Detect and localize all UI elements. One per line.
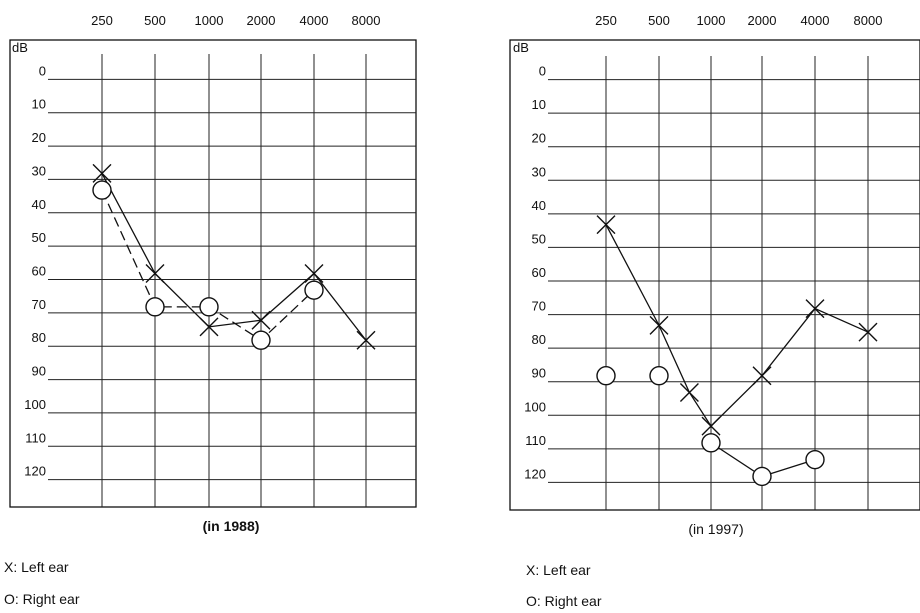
left-ear-marker bbox=[752, 366, 772, 386]
x-tick-label: 250 bbox=[91, 13, 113, 28]
y-tick-label: 120 bbox=[24, 464, 46, 479]
x-tick-label: 8000 bbox=[352, 13, 381, 28]
right-ear-marker bbox=[251, 330, 271, 350]
x-tick-label: 250 bbox=[595, 13, 617, 28]
right-ear-marker bbox=[805, 449, 825, 470]
x-tick-label: 500 bbox=[648, 13, 670, 28]
y-tick-label: 100 bbox=[24, 397, 46, 412]
right-ear-marker bbox=[199, 297, 219, 317]
y-unit-label: dB bbox=[513, 40, 529, 55]
legend-right-ear: O: Right ear bbox=[526, 593, 602, 609]
y-tick-label: 20 bbox=[532, 131, 546, 146]
x-tick-label: 1000 bbox=[195, 13, 224, 28]
y-tick-label: 110 bbox=[25, 430, 46, 445]
right-ear-marker bbox=[304, 280, 324, 300]
left-ear-marker bbox=[251, 310, 271, 330]
left-ear-marker bbox=[649, 315, 669, 335]
left-ear-line bbox=[101, 173, 367, 341]
left-ear-marker bbox=[805, 299, 825, 319]
y-tick-label: 40 bbox=[532, 198, 546, 213]
right-ear-marker bbox=[649, 366, 669, 386]
left-ear-marker bbox=[858, 322, 878, 342]
left-ear-marker bbox=[701, 416, 721, 436]
y-tick-label: 90 bbox=[32, 364, 46, 379]
x-tick-label: 8000 bbox=[854, 13, 883, 28]
y-tick-label: 110 bbox=[525, 433, 546, 448]
left-ear-line bbox=[605, 224, 869, 428]
y-tick-label: 10 bbox=[532, 97, 546, 112]
y-tick-label: 20 bbox=[32, 130, 46, 145]
y-tick-label: 10 bbox=[32, 97, 46, 112]
chart-caption: (in 1988) bbox=[203, 518, 260, 534]
legend-right-ear: O: Right ear bbox=[4, 591, 80, 607]
audiogram-panel-1: dB 0 10 20 30 40 50 60 70 80 90 100 110 120 250 500 1000… bbox=[4, 13, 417, 607]
y-tick-label: 0 bbox=[39, 63, 46, 78]
y-tick-label: 70 bbox=[32, 297, 46, 312]
x-tick-label: 2000 bbox=[748, 13, 777, 28]
left-ear-marker bbox=[679, 383, 699, 402]
x-tick-label: 4000 bbox=[801, 13, 830, 28]
legend-left-ear: X: Left ear bbox=[526, 562, 591, 578]
y-tick-label: 90 bbox=[532, 366, 546, 381]
x-tick-label: 500 bbox=[144, 13, 166, 28]
chart-frame bbox=[9, 39, 417, 508]
right-ear-marker bbox=[752, 466, 772, 487]
y-tick-label: 0 bbox=[539, 64, 546, 79]
right-ear-marker bbox=[596, 366, 616, 386]
chart-frame bbox=[509, 39, 920, 511]
right-ear-marker bbox=[701, 433, 721, 453]
left-ear-marker bbox=[596, 215, 616, 235]
y-tick-label: 120 bbox=[524, 466, 546, 481]
y-tick-label: 100 bbox=[524, 399, 546, 414]
y-tick-label: 60 bbox=[32, 264, 46, 279]
left-ear-marker bbox=[92, 163, 112, 183]
left-ear-marker bbox=[304, 264, 324, 283]
y-tick-label: 30 bbox=[32, 163, 46, 178]
right-ear-marker bbox=[92, 180, 112, 200]
y-tick-label: 50 bbox=[32, 230, 46, 245]
x-tick-label: 2000 bbox=[247, 13, 276, 28]
y-tick-label: 30 bbox=[532, 164, 546, 179]
x-tick-label: 4000 bbox=[300, 13, 329, 28]
y-unit-label: dB bbox=[12, 40, 28, 55]
y-tick-label: 50 bbox=[532, 231, 546, 246]
audiogram-panel-2: dB 0 10 20 30 40 50 60 70 80 90 100 110 120 250 500 1000… bbox=[509, 13, 920, 609]
chart-caption: (in 1997) bbox=[688, 521, 743, 537]
x-tick-label: 1000 bbox=[697, 13, 726, 28]
y-tick-label: 40 bbox=[32, 197, 46, 212]
y-tick-label: 80 bbox=[32, 330, 46, 345]
y-tick-label: 70 bbox=[532, 299, 546, 314]
legend-left-ear: X: Left ear bbox=[4, 559, 69, 575]
right-ear-marker bbox=[145, 297, 165, 317]
y-tick-label: 60 bbox=[532, 265, 546, 280]
left-ear-marker bbox=[199, 317, 219, 337]
left-ear-marker bbox=[145, 264, 165, 283]
y-tick-label: 80 bbox=[532, 332, 546, 347]
left-ear-marker bbox=[356, 330, 376, 350]
